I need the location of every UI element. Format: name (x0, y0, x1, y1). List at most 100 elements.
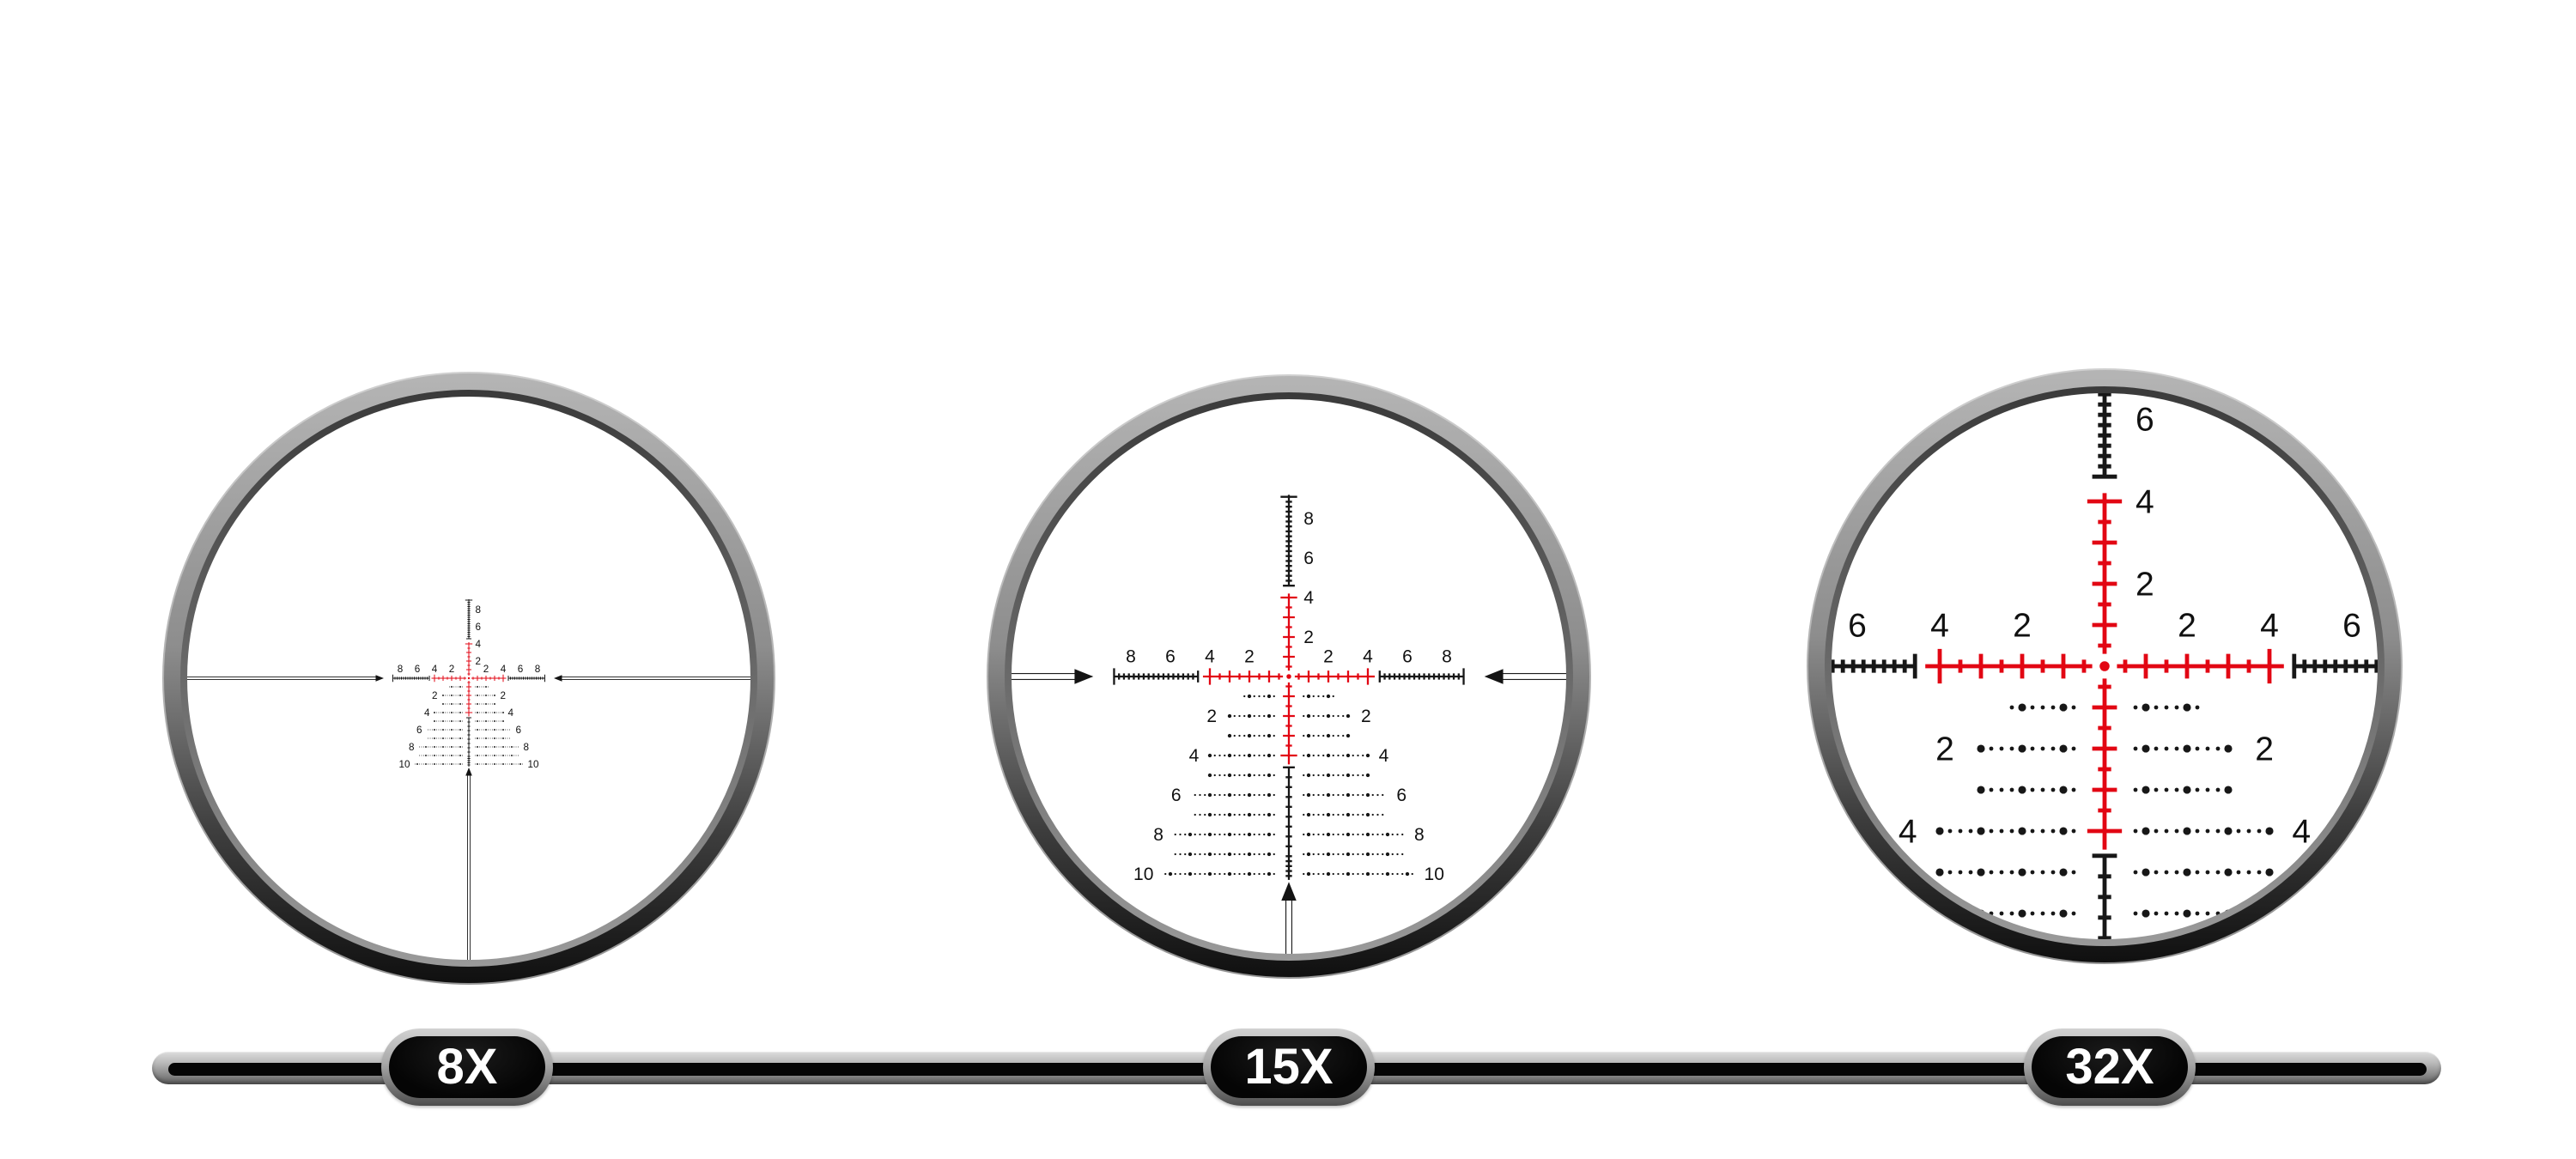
reticle-number: 6 (1402, 646, 1413, 666)
reticle-number: 8 (1153, 825, 1163, 845)
scope-ring-bevel (1825, 386, 2385, 946)
reticle-number: 8 (1442, 646, 1452, 666)
center-dot (2099, 661, 2110, 671)
reticle-number: 8 (2366, 978, 2385, 1015)
reticle-fine-cross (1925, 493, 2284, 850)
reticle-number: 8 (1303, 509, 1314, 529)
reticle-number: 8 (2136, 319, 2154, 355)
reticle-number: 4 (1189, 746, 1200, 766)
reticle-number: 2 (2013, 607, 2032, 644)
reticle-number: 2 (501, 690, 507, 701)
scope-ring-bevel (1005, 392, 1573, 961)
right-post-arrow-icon (1484, 669, 1504, 684)
reticle-number: 8 (476, 604, 482, 616)
reticle-number: 6 (416, 725, 422, 736)
holdover-tree (1164, 694, 1413, 877)
reticle-number: 6 (476, 622, 482, 633)
reticle-number: 4 (2292, 813, 2311, 850)
reticle-posts (184, 675, 754, 963)
scope-ring-band (988, 376, 1589, 977)
reticle-number: 8 (524, 742, 530, 753)
reticle-number: 6 (415, 664, 421, 675)
reticle-number: 4 (424, 707, 430, 719)
reticle-number: 2 (2178, 607, 2196, 644)
reticle-number: 4 (476, 639, 482, 650)
reticle-number: 2 (2136, 566, 2154, 603)
zoom-stop-32x[interactable]: 32X (2024, 1029, 2196, 1106)
reticle-number: 6 (1165, 646, 1176, 666)
reticle-number: 6 (1171, 786, 1182, 805)
reticle-number: 8 (398, 664, 404, 675)
reticle-number: 2 (1935, 731, 1954, 768)
zoom-stop-8x-label: 8X (436, 1038, 498, 1095)
reticle-number: 2 (2255, 731, 2274, 768)
left-post-arrow-icon (375, 675, 384, 682)
reticle-number: 2 (483, 664, 489, 675)
reticle-number: 8 (1414, 825, 1425, 845)
reticle-number: 4 (1303, 588, 1314, 608)
scope-ring-band (164, 373, 774, 983)
reticle-number: 4 (432, 664, 438, 675)
right-post (1498, 672, 1570, 681)
reticle-number: 8 (1824, 978, 1843, 1015)
reticle-number: 6 (1396, 786, 1406, 805)
scope-ring-bevel (180, 390, 757, 967)
reticle-number: 2 (449, 664, 455, 675)
holdover-tree (1906, 703, 2303, 918)
reticle-number: 4 (2260, 607, 2279, 644)
reticle-number: 6 (1862, 895, 1880, 932)
reticle-number: 10 (398, 759, 410, 770)
right-post-arrow-icon (2512, 651, 2552, 682)
left-post-arrow-icon (1657, 651, 1697, 682)
zoom-stop-15x[interactable]: 15X (1203, 1029, 1375, 1106)
reticle-number: 2 (476, 656, 482, 667)
left-post (184, 677, 378, 680)
reticle-number: 2 (1361, 707, 1371, 726)
reticle-coarse-ticks (392, 599, 545, 767)
reticle-number: 10 (1133, 865, 1153, 884)
scope-ring (1807, 368, 2403, 964)
reticle-number: 8 (535, 664, 541, 675)
scope-ring (162, 372, 775, 985)
center-dot (1286, 674, 1291, 679)
scope-ring (987, 374, 1591, 979)
reticle-number: 6 (516, 725, 522, 736)
zoom-stop-8x[interactable]: 8X (381, 1029, 553, 1106)
reticle-number: 2 (432, 690, 438, 701)
zoom-stop-15x-face: 15X (1211, 1036, 1367, 1098)
bottom-post-arrow-icon (1281, 882, 1297, 901)
bottom-post (467, 774, 471, 963)
reticle-number: 4 (1363, 646, 1373, 666)
zoom-stop-15x-label: 15X (1244, 1038, 1334, 1095)
reticle-number: 4 (1930, 607, 1949, 644)
reticle-coarse-ticks (1113, 495, 1465, 880)
reticle-number: 6 (1848, 607, 1867, 644)
left-post-arrow-icon (1074, 669, 1094, 684)
holdover-tree (415, 686, 523, 765)
right-post (560, 677, 754, 680)
reticle-number: 2 (1206, 707, 1217, 726)
left-post (1008, 672, 1079, 681)
reticle-number: 2 (1303, 628, 1314, 647)
reticle-fine-cross (1202, 593, 1376, 765)
reticle-number: 10 (1425, 865, 1444, 884)
bottom-post-arrow-icon (465, 768, 472, 776)
bottom-post (1285, 896, 1293, 957)
reticle-number: 6 (2342, 607, 2361, 644)
zoom-stop-32x-label: 32X (2065, 1038, 2154, 1095)
reticle-number: 2 (1323, 646, 1334, 666)
right-post-arrow-icon (554, 675, 562, 682)
reticle-number: 8 (2425, 607, 2444, 644)
reticle-number: 4 (1379, 746, 1389, 766)
reticle-number: 6 (2136, 401, 2154, 438)
reticle-number: 2 (1244, 646, 1255, 666)
zoom-stop-32x-face: 32X (2032, 1036, 2188, 1098)
